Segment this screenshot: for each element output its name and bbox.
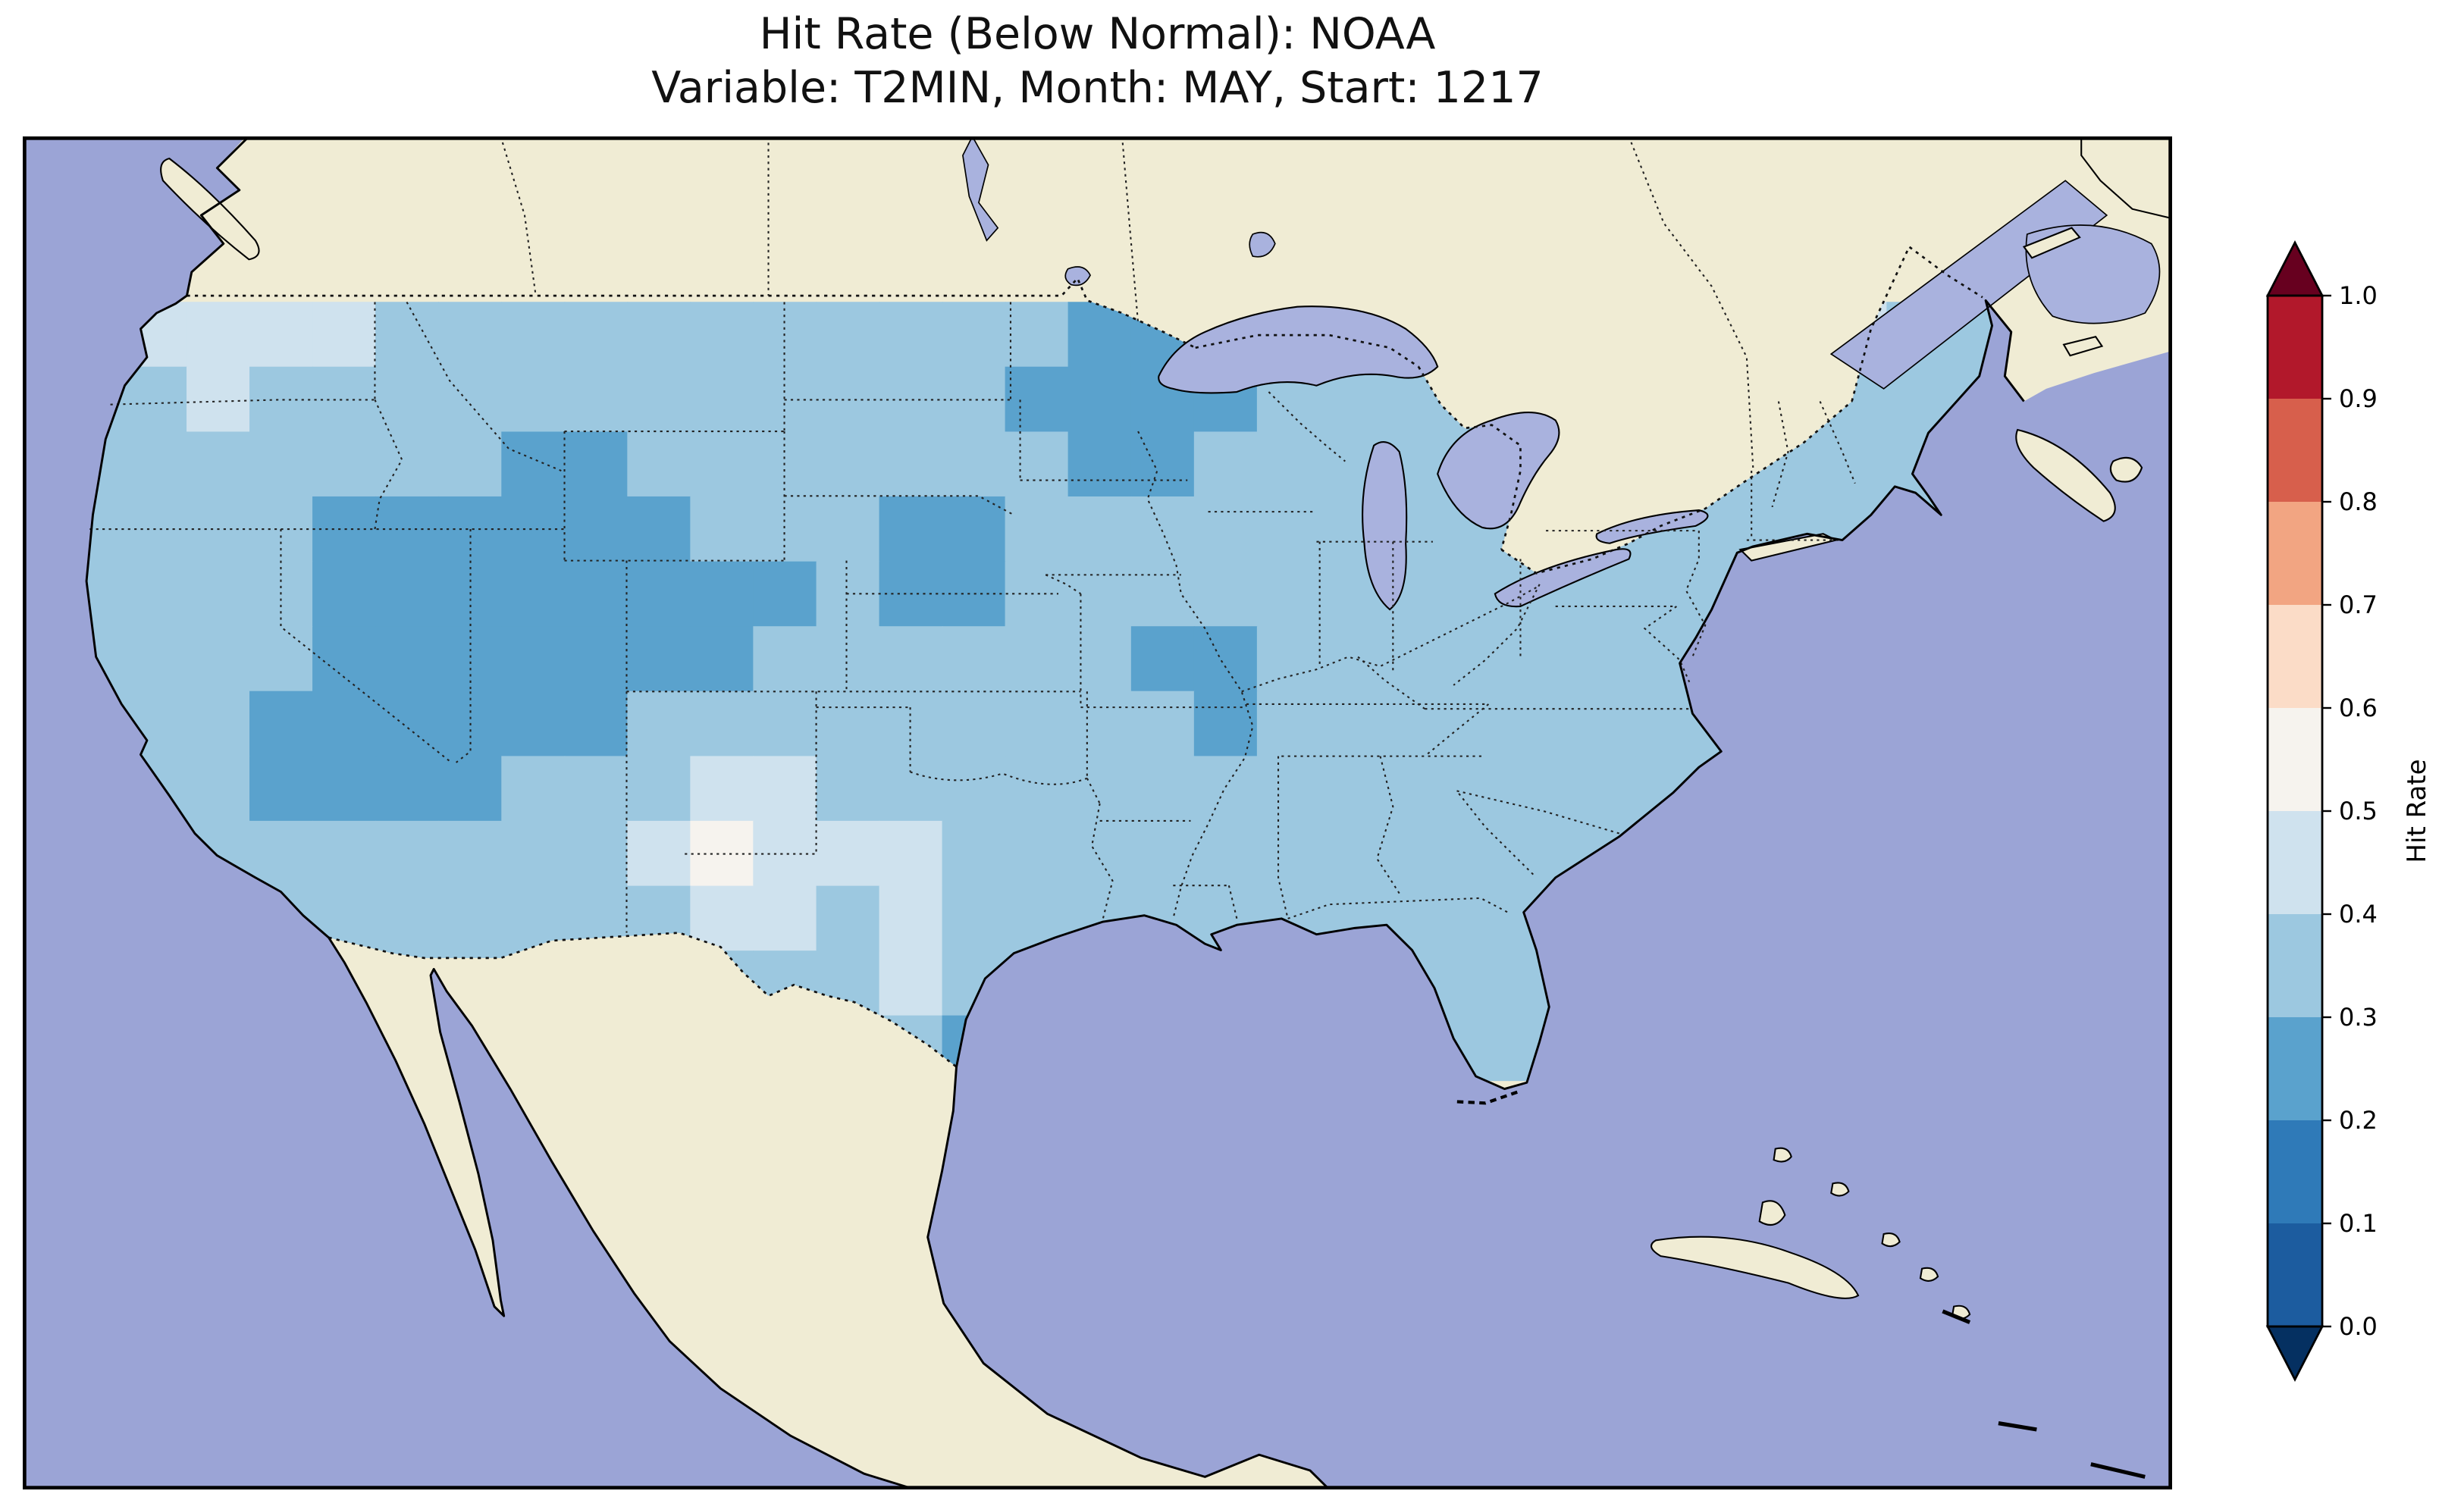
hispaniola-edge <box>2090 1462 2146 1479</box>
svg-text:0.4: 0.4 <box>2339 900 2378 929</box>
colorbar: 0.0 0.1 0.2 0.3 0.4 0.5 0.6 0.7 0.8 0.9 1.0 Hit Ra… <box>2265 240 2432 1383</box>
lake-of-the-woods <box>1064 266 1091 287</box>
caribbean-islands <box>1942 1309 2146 1479</box>
nova-scotia <box>2015 428 2116 522</box>
cay-islands <box>1942 1309 1971 1324</box>
bahamas-1 <box>1773 1147 1792 1163</box>
colorbar-scale: 0.0 0.1 0.2 0.3 0.4 0.5 0.6 0.7 0.8 0.9 1.0 <box>2265 240 2378 1383</box>
bahamas-3 <box>1830 1182 1850 1197</box>
lake-ontario <box>1595 509 1709 544</box>
chart-subtitle: Variable: T2MIN, Month: MAY, Start: 1217 <box>651 63 1544 114</box>
bahamas-2 <box>1758 1200 1786 1226</box>
svg-text:0.0: 0.0 <box>2339 1312 2378 1341</box>
svg-text:0.3: 0.3 <box>2339 1003 2378 1032</box>
svg-text:0.8: 0.8 <box>2339 487 2378 516</box>
svg-text:0.7: 0.7 <box>2339 590 2378 619</box>
gulf-of-st-lawrence <box>2025 224 2161 324</box>
svg-text:0.5: 0.5 <box>2339 797 2378 825</box>
canada-land <box>187 136 2172 574</box>
lake-michigan <box>1362 441 1408 611</box>
lake-nipigon <box>1249 231 1276 258</box>
svg-text:0.6: 0.6 <box>2339 694 2378 722</box>
pacific-coastline <box>85 136 916 1489</box>
bahamas-5 <box>1919 1267 1939 1282</box>
great-lakes <box>1158 305 1709 611</box>
state-borders <box>89 301 1856 933</box>
prince-edward-island <box>2062 336 2104 357</box>
cape-breton <box>2109 456 2143 483</box>
svg-text:0.2: 0.2 <box>2339 1106 2378 1135</box>
us-canada-border <box>187 245 1983 575</box>
canada-lakes <box>962 136 2161 390</box>
atlantic-gulf-coastline <box>926 299 2025 1489</box>
lake-erie <box>1494 548 1632 608</box>
chart-title-block: Hit Rate (Below Normal): NOAA Variable: … <box>23 8 2172 116</box>
jamaica <box>1998 1421 2037 1432</box>
newfoundland <box>2080 136 2172 220</box>
anticosti-island <box>2022 227 2081 259</box>
lake-winnipeg <box>962 136 999 242</box>
colorbar-axis-label: Hit Rate <box>2402 759 2432 863</box>
svg-text:0.9: 0.9 <box>2339 384 2378 413</box>
lake-huron <box>1437 412 1560 530</box>
us-hit-rate-map <box>23 136 2172 1489</box>
lake-superior <box>1158 305 1439 394</box>
coastlines <box>85 136 2025 1489</box>
chart-title: Hit Rate (Below Normal): NOAA <box>759 9 1436 59</box>
florida-keys <box>1453 1090 1518 1105</box>
svg-text:0.1: 0.1 <box>2339 1209 2378 1238</box>
mexico-land <box>328 932 1330 1489</box>
canada-province-borders <box>500 136 1754 468</box>
svg-text:1.0: 1.0 <box>2339 281 2378 310</box>
cuba <box>1651 1236 1860 1299</box>
map-frame <box>23 136 2172 1489</box>
bahamas-4 <box>1881 1232 1901 1248</box>
